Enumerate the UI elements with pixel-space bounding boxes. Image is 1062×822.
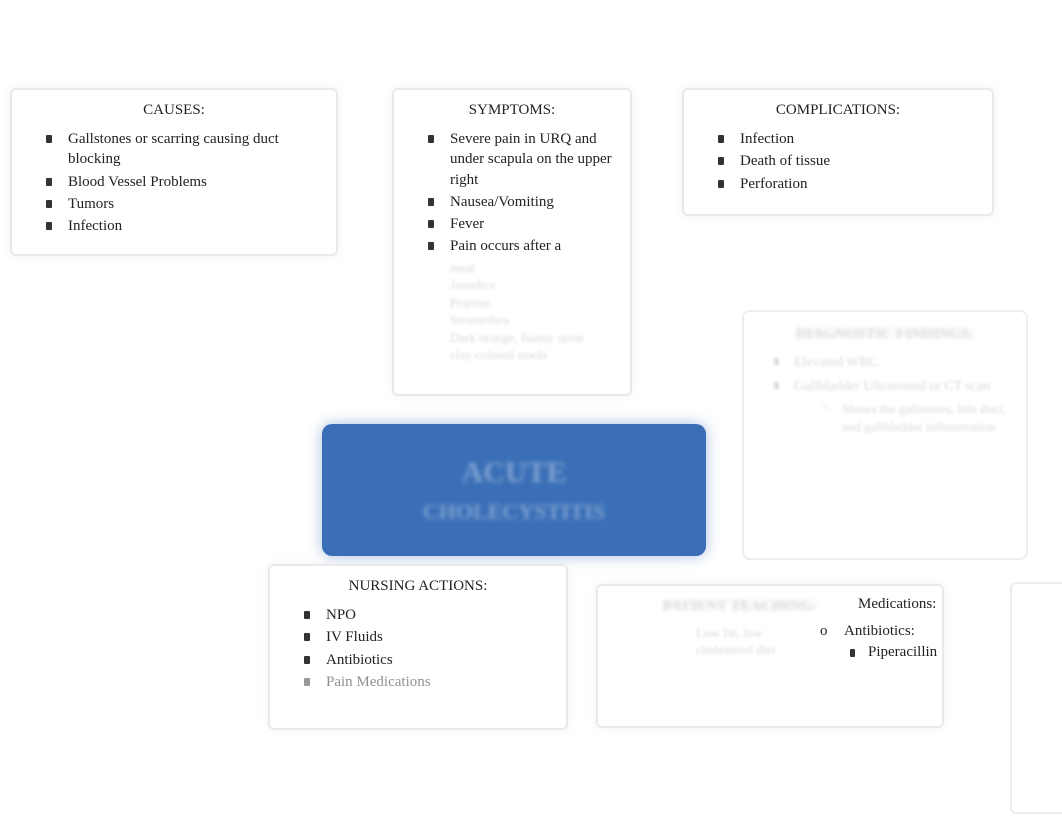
list-item: NPO	[298, 605, 548, 625]
faded-line: Dark orange, foamy urine	[450, 329, 612, 347]
list-item: Nausea/Vomiting	[422, 192, 612, 212]
diagnostic-title: DIAGNOSTIC FINDINGS:	[762, 326, 1008, 343]
symptoms-box: SYMPTOMS: Severe pain in URQ and under s…	[392, 88, 632, 396]
list-item: Death of tissue	[712, 151, 974, 171]
list-item: Antibiotics	[298, 650, 548, 670]
medications-sub-label: Antibiotics:	[844, 623, 915, 639]
list-item: Fever	[422, 214, 612, 234]
list-subitem: Shows the gallstones, bile duct, and gal…	[822, 400, 1008, 435]
list-item: Pain occurs after a	[422, 236, 612, 256]
faded-line: Pruritus	[450, 294, 612, 312]
medications-block: Medications: oAntibiotics: Piperacillin	[820, 596, 1040, 661]
list-item: Gallstones or scarring causing duct bloc…	[40, 129, 318, 170]
sub-marker: o	[820, 623, 844, 640]
list-item: Perforation	[712, 174, 974, 194]
faded-line: meal	[450, 259, 612, 277]
medications-title: Medications:	[820, 596, 1040, 613]
list-item: Tumors	[40, 194, 318, 214]
edge-box	[1010, 582, 1062, 814]
list-item: Infection	[40, 216, 318, 236]
nursing-box: NURSING ACTIONS: NPO IV Fluids Antibioti…	[268, 564, 568, 730]
symptoms-list: Severe pain in URQ and under scapula on …	[412, 129, 612, 257]
center-topic-block: ACUTE CHOLECYSTITIS	[322, 424, 706, 556]
causes-list: Gallstones or scarring causing duct bloc…	[30, 129, 318, 236]
list-item: Elevated WBC	[770, 353, 1008, 373]
symptoms-title: SYMPTOMS:	[412, 102, 612, 119]
center-line2: CHOLECYSTITIS	[322, 498, 706, 527]
medication-item: Piperacillin	[820, 644, 1040, 661]
complications-title: COMPLICATIONS:	[702, 102, 974, 119]
diagnostic-box: DIAGNOSTIC FINDINGS: Elevated WBC Gallbl…	[742, 310, 1028, 560]
nursing-title: NURSING ACTIONS:	[288, 578, 548, 595]
list-item-text: Gallbladder Ultrasound or CT scan	[794, 379, 990, 394]
faded-line: clay colored stools	[450, 346, 612, 364]
causes-title: CAUSES:	[30, 102, 318, 119]
list-item: Infection	[712, 129, 974, 149]
list-item: Blood Vessel Problems	[40, 172, 318, 192]
complications-box: COMPLICATIONS: Infection Death of tissue…	[682, 88, 994, 216]
nursing-list: NPO IV Fluids Antibiotics Pain Medicatio…	[288, 605, 548, 692]
faded-line: Jaundice	[450, 276, 612, 294]
list-item: IV Fluids	[298, 627, 548, 647]
medications-sub: oAntibiotics:	[820, 623, 1040, 640]
list-item: Pain Medications	[298, 672, 548, 692]
causes-box: CAUSES: Gallstones or scarring causing d…	[10, 88, 338, 256]
diagnostic-list: Elevated WBC Gallbladder Ultrasound or C…	[762, 353, 1008, 435]
faded-line: Steatorrhea	[450, 311, 612, 329]
center-line1: ACUTE	[322, 453, 706, 492]
diagnostic-sublist: Shows the gallstones, bile duct, and gal…	[794, 400, 1008, 435]
list-item: Gallbladder Ultrasound or CT scan Shows …	[770, 377, 1008, 436]
list-item: Severe pain in URQ and under scapula on …	[422, 129, 612, 190]
complications-list: Infection Death of tissue Perforation	[702, 129, 974, 194]
symptoms-faded: meal Jaundice Pruritus Steatorrhea Dark …	[412, 259, 612, 364]
